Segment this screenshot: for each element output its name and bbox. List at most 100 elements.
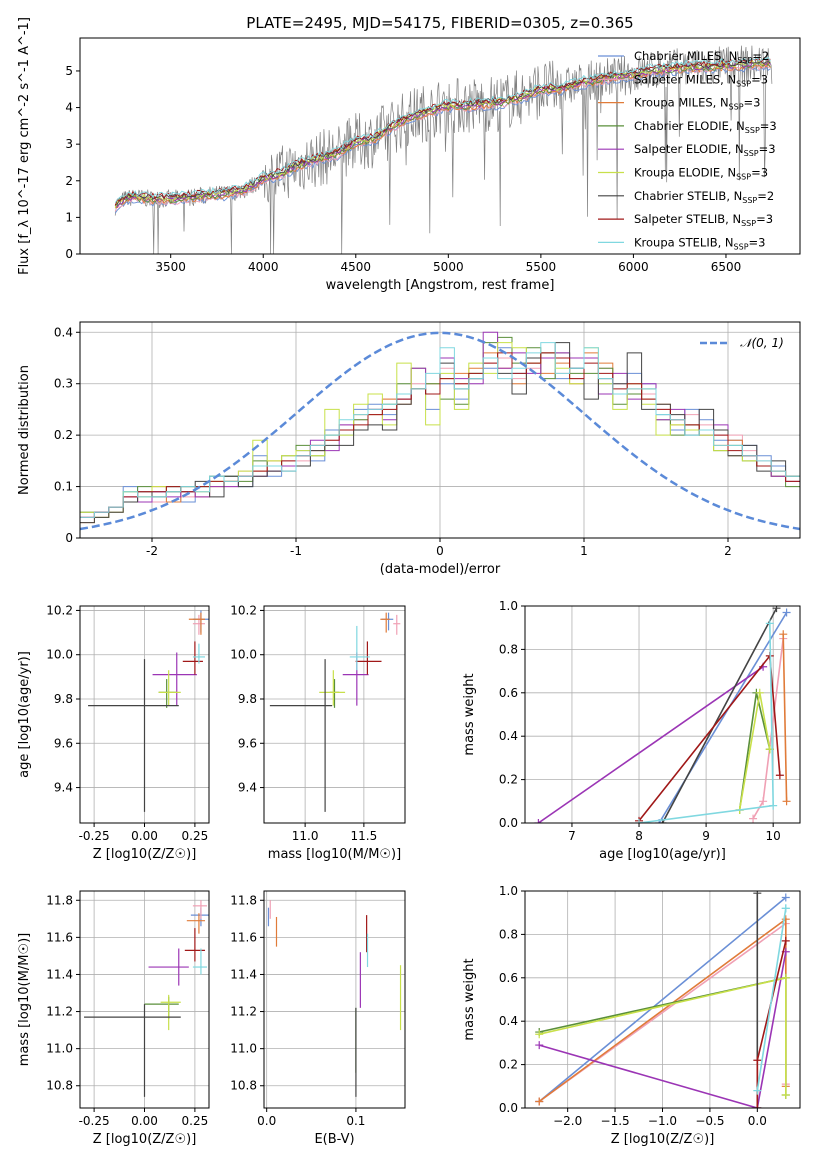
weight-line-0 <box>658 612 788 823</box>
massweight-vs-age-frame <box>524 605 801 824</box>
x-tick-label: −0.5 <box>695 1114 724 1128</box>
y-tick-label: 0.2 <box>499 773 518 787</box>
y-tick-label: 9.8 <box>54 692 73 706</box>
legend-label: Salpeter MILES, NSSP=3 <box>634 72 768 88</box>
y-tick-label: 0.4 <box>499 1014 518 1028</box>
x-tick-label: 3500 <box>155 260 186 274</box>
age-vs-Z-ylabel: age [log10(age/yr)] <box>17 651 32 778</box>
age-vs-mass-frame <box>263 605 406 824</box>
spectrum-plot <box>114 45 773 254</box>
y-tick-label: 11.8 <box>46 893 73 907</box>
weight-line-4 <box>537 666 764 823</box>
x-tick-label: −1.0 <box>648 1114 677 1128</box>
mass-vs-Z-xlabel: Z [log10(Z/Z☉)] <box>93 1132 197 1147</box>
mass-vs-Z-plot <box>84 900 209 1097</box>
weight-marker <box>753 891 762 898</box>
weight-marker <box>781 1090 790 1099</box>
mass-vs-ebv-xlabel: E(B-V) <box>314 1132 354 1147</box>
mass-vs-Z-ylabel: mass [log10(M/M☉)] <box>17 933 32 1066</box>
y-tick-label: 11.8 <box>230 893 257 907</box>
y-tick-label: 9.6 <box>54 736 73 750</box>
y-tick-label: 0.3 <box>54 377 73 391</box>
mass-vs-ebv-axes <box>264 891 405 1108</box>
x-tick-label: 10 <box>766 829 781 843</box>
y-tick-label: 0.2 <box>54 428 73 442</box>
x-tick-label: -0.25 <box>79 1114 110 1128</box>
x-tick-label: 0.1 <box>346 1114 365 1128</box>
x-tick-label: -1 <box>290 544 302 558</box>
legend-label: Kroupa STELIB, NSSP=3 <box>634 235 765 251</box>
x-tick-label: 0.00 <box>131 829 158 843</box>
model-spectrum-7 <box>114 57 771 206</box>
y-tick-label: 0.1 <box>54 480 73 494</box>
weight-marker <box>759 797 768 806</box>
weight-marker <box>535 1030 544 1039</box>
mass-vs-ebv-plot <box>267 900 402 1097</box>
y-tick-label: 11.6 <box>46 930 73 944</box>
weight-marker <box>781 904 790 913</box>
weight-marker <box>753 1104 762 1108</box>
x-tick-label: 1 <box>580 544 588 558</box>
y-tick-label: 0.8 <box>499 642 518 656</box>
x-tick-label: 4000 <box>248 260 279 274</box>
y-tick-label: 11.0 <box>46 1042 73 1056</box>
x-tick-label: 5000 <box>433 260 464 274</box>
legend-label: Chabrier STELIB, NSSP=2 <box>634 189 774 205</box>
x-tick-label: 6000 <box>618 260 649 274</box>
y-tick-label: 0.6 <box>499 971 518 985</box>
legend-label: Kroupa ELODIE, NSSP=3 <box>634 166 768 182</box>
massweight-vs-age-ylabel: mass weight <box>462 673 477 755</box>
x-tick-label: 6500 <box>711 260 742 274</box>
weight-marker <box>781 973 790 982</box>
y-tick-label: 9.4 <box>238 781 257 795</box>
spectrum-xlabel: wavelength [Angstrom, rest frame] <box>326 278 555 293</box>
y-tick-label: 4 <box>65 101 73 115</box>
mass-vs-ebv-frame <box>263 890 406 1109</box>
x-tick-label: 0.00 <box>131 1114 158 1128</box>
weight-line-1 <box>752 638 784 820</box>
weight-line-4 <box>538 951 787 1108</box>
x-tick-label: -2 <box>146 544 158 558</box>
y-tick-label: 10.2 <box>46 603 73 617</box>
weight-marker <box>781 893 790 902</box>
legend-label: Salpeter ELODIE, NSSP=3 <box>634 142 776 158</box>
weight-marker <box>535 1097 544 1106</box>
weight-line-3 <box>738 692 771 811</box>
age-vs-Z-xlabel: Z [log10(Z/Z☉)] <box>93 847 197 862</box>
y-tick-label: 5 <box>65 64 73 78</box>
y-tick-label: 0.4 <box>54 325 73 339</box>
y-tick-label: 0.6 <box>499 686 518 700</box>
x-tick-label: 4500 <box>341 260 372 274</box>
legend-label: 𝒩(0, 1) <box>740 336 784 350</box>
x-tick-label: −1.5 <box>601 1114 630 1128</box>
y-tick-label: 0.8 <box>499 927 518 941</box>
x-tick-label: 11.0 <box>292 829 319 843</box>
figure-title: PLATE=2495, MJD=54175, FIBERID=0305, z=0… <box>246 14 633 32</box>
residuals-ylabel: Normed distribution <box>17 365 32 495</box>
weight-marker <box>755 688 764 697</box>
weight-marker <box>782 608 791 617</box>
y-tick-label: 0 <box>65 247 73 261</box>
y-tick-label: 11.0 <box>230 1042 257 1056</box>
y-tick-label: 10.8 <box>230 1079 257 1093</box>
y-tick-label: 0.0 <box>499 1101 518 1115</box>
weight-marker <box>781 936 790 945</box>
weight-marker <box>781 915 790 924</box>
weight-line-0 <box>538 896 787 1103</box>
y-tick-label: 0.2 <box>499 1058 518 1072</box>
x-tick-label: 7 <box>568 829 576 843</box>
residuals-plot <box>80 331 800 538</box>
age-vs-mass-plot <box>269 612 401 812</box>
y-tick-label: 0.4 <box>499 729 518 743</box>
weight-marker <box>534 819 543 823</box>
weight-line-2 <box>782 634 788 802</box>
weight-line-6 <box>661 607 778 823</box>
residuals-xlabel: (data-model)/error <box>380 562 501 577</box>
y-tick-label: 11.2 <box>230 1005 257 1019</box>
x-tick-label: 0.25 <box>182 829 209 843</box>
age-vs-mass-xlabel: mass [log10(M/M☉)] <box>268 847 401 862</box>
legend-label: Chabrier MILES, NSSP=2 <box>634 49 769 65</box>
weight-marker <box>765 619 774 628</box>
y-tick-label: 10.0 <box>230 648 257 662</box>
